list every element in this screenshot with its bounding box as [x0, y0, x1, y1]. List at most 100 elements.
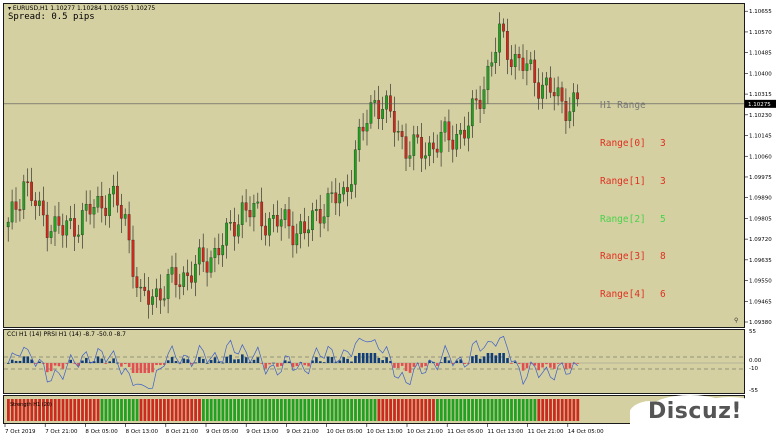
candle-body	[474, 98, 478, 101]
candle-body	[513, 54, 517, 67]
candle-body	[197, 247, 201, 265]
candle-body	[229, 222, 232, 224]
price-axis: 1.10655 1.10570 1.10485 1.10400 1.10315 1.102…	[745, 9, 776, 326]
strength-bar	[127, 399, 131, 421]
range-value: 8	[660, 251, 666, 263]
osc-bar	[237, 359, 240, 363]
candle-body	[77, 234, 80, 237]
strength-bar-pane[interactable]: Strength H1 (20)	[3, 395, 745, 424]
candle-body	[112, 185, 115, 195]
scroll-marker-icon: ⚲	[734, 317, 738, 324]
strength-bar	[186, 399, 190, 421]
candle-body	[190, 275, 193, 283]
range-label: Range[1]	[600, 175, 646, 187]
osc-bar	[361, 353, 365, 363]
time-label: 9 Oct 21:00	[286, 429, 319, 435]
strength-bar	[38, 399, 41, 421]
osc-bar	[18, 360, 22, 363]
osc-bar	[256, 357, 260, 363]
strength-bar	[42, 399, 45, 421]
osc-bar	[7, 363, 10, 364]
osc-bar	[186, 359, 189, 363]
strength-bars[interactable]	[4, 396, 744, 423]
strength-bar	[459, 399, 463, 421]
current-price-label: 1.10275	[748, 102, 771, 108]
candle-body	[447, 121, 451, 141]
spread-label: Spread: 0.5 pips	[8, 12, 95, 22]
candle-body	[174, 267, 178, 285]
osc-bar	[545, 363, 548, 365]
osc-bar	[486, 353, 490, 363]
osc-bar	[287, 361, 291, 363]
osc-bar	[397, 363, 400, 369]
oscillator-pane[interactable]: CCI H1 (14) PRSI H1 (14) -8.7 -50.0 -8.7	[3, 329, 745, 394]
candle-body	[482, 89, 486, 109]
strength-bar	[61, 399, 65, 421]
oscillator-chart[interactable]	[4, 330, 744, 393]
strength-bar	[533, 399, 537, 421]
strength-bar	[537, 399, 541, 421]
strength-bar	[135, 399, 139, 421]
strength-bar	[389, 399, 392, 421]
candle-body	[178, 284, 182, 287]
osc-bar	[498, 353, 501, 363]
osc-bar	[354, 355, 357, 363]
strength-bar	[198, 399, 201, 421]
candle-body	[400, 131, 404, 137]
time-label: 10 Oct 13:00	[367, 429, 403, 435]
strength-bar	[248, 399, 252, 421]
osc-bar	[369, 353, 373, 363]
osc-bar	[424, 363, 427, 367]
candle-body	[100, 196, 104, 209]
candle-body	[272, 215, 275, 219]
osc-bar	[529, 363, 533, 364]
osc-bar	[553, 363, 556, 369]
strength-bar	[346, 399, 350, 421]
range-value: 6	[660, 289, 666, 301]
osc-bar	[151, 363, 154, 373]
osc-bar	[514, 361, 517, 363]
osc-bar	[244, 357, 248, 363]
strength-bar	[315, 399, 318, 421]
candle-body	[318, 209, 322, 224]
osc-bar	[319, 361, 322, 363]
time-label: 8 Oct 13:00	[126, 429, 159, 435]
range-panel: H1 Range Range[0] 3 Range[1] 3 Range[2] 5 R…	[600, 75, 666, 327]
candle-body	[151, 296, 154, 305]
candlestick-chart[interactable]: ⚲	[4, 4, 744, 327]
osc-axis-label: -10	[749, 366, 758, 372]
candle-body	[326, 193, 330, 217]
time-label: 7 Oct 21:00	[45, 429, 78, 435]
strength-bar	[213, 399, 217, 421]
strength-bar	[14, 399, 18, 421]
strength-bar	[517, 399, 521, 421]
time-label: 9 Oct 05:00	[206, 429, 239, 435]
watermark: Discuz!	[630, 395, 778, 442]
candle-body	[139, 286, 143, 289]
candle-body	[494, 52, 498, 63]
osc-bar	[131, 363, 135, 373]
candle-body	[525, 63, 529, 71]
osc-bar	[541, 363, 544, 368]
oscillator-label: CCI H1 (14) PRSI H1 (14) -8.7 -50.0 -8.7	[7, 331, 127, 338]
osc-bar	[463, 363, 466, 364]
candle-body	[311, 210, 314, 231]
osc-bar	[14, 360, 18, 363]
candle-body	[291, 225, 295, 246]
osc-bar	[326, 356, 330, 363]
strength-bar	[568, 399, 572, 421]
candle-body	[88, 203, 92, 215]
candle-body	[389, 95, 392, 112]
candle-body	[14, 201, 18, 210]
osc-bar	[420, 363, 423, 368]
price-tick-label: 1.10570	[749, 30, 772, 36]
candle-body	[424, 155, 427, 159]
candle-body	[53, 216, 57, 232]
osc-bar	[221, 362, 225, 364]
strength-bar	[319, 399, 322, 421]
candle-body	[248, 210, 252, 218]
price-chart-pane[interactable]: ⚲ ▾ EURUSD,H1 1.10277 1.10284 1.10255 1.…	[3, 3, 745, 328]
candle-body	[18, 209, 22, 211]
candle-body	[10, 201, 14, 223]
